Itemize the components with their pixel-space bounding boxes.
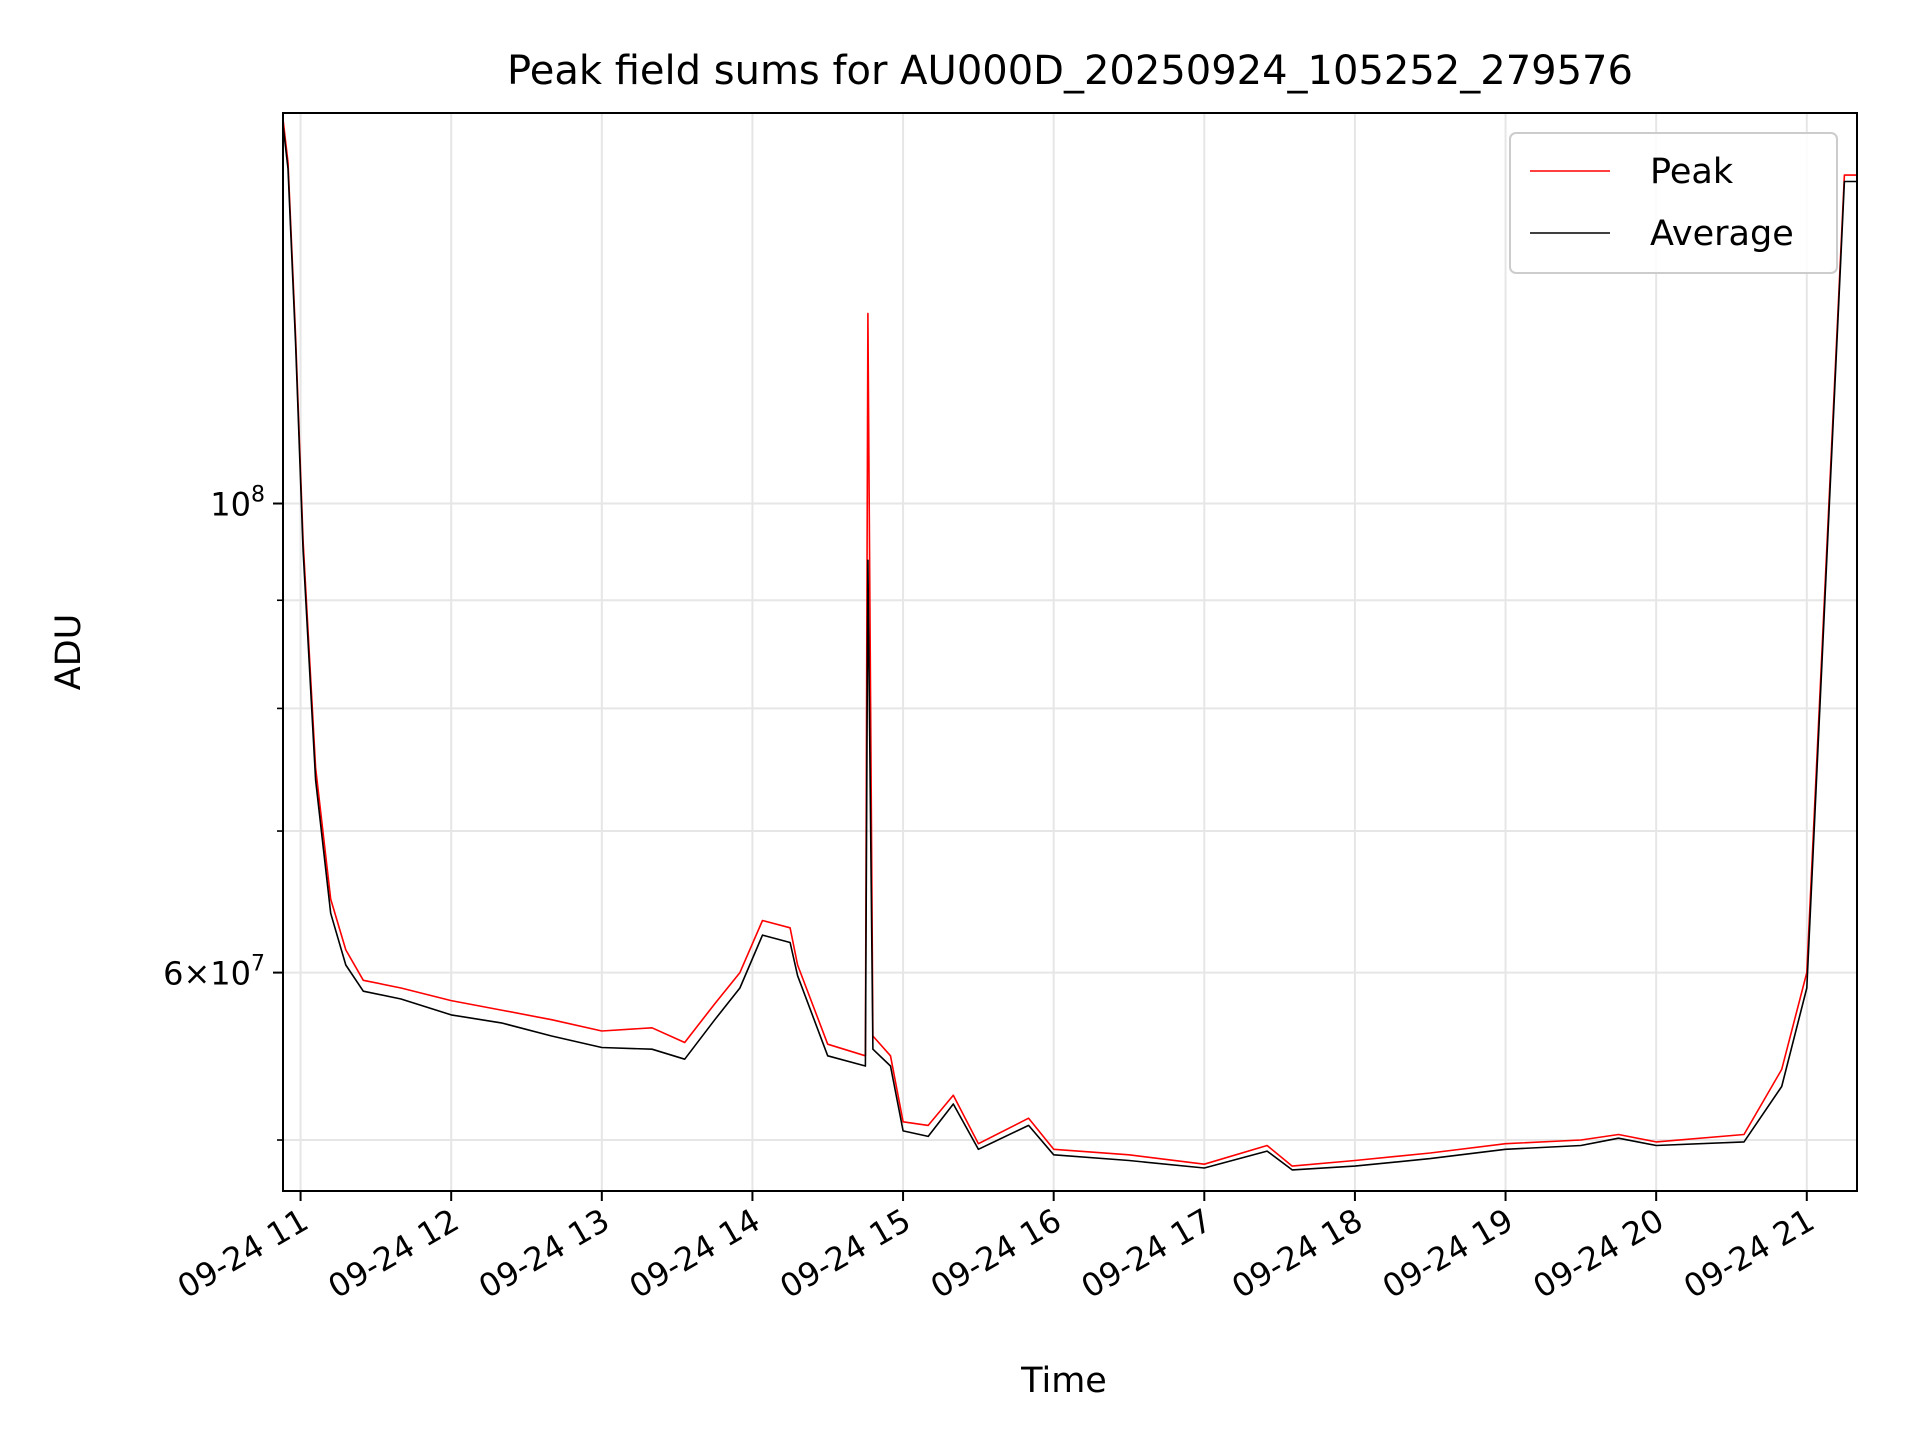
series-line-peak	[282, 118, 1857, 1167]
plot-frame	[282, 112, 1858, 1192]
x-axis-label: Time	[1020, 1361, 1107, 1401]
y-tick-label-base: 6×10	[163, 955, 251, 993]
legend-label: Average	[1650, 214, 1794, 254]
y-axis-label: ADU	[49, 614, 89, 691]
series-layer	[282, 118, 1857, 1171]
y-tick-label: 6×107	[163, 952, 265, 993]
grid-lines	[283, 113, 1857, 1191]
legend: Peak Average	[1509, 132, 1838, 274]
y-tick-label-exponent: 8	[251, 483, 265, 508]
series-line-average	[282, 125, 1857, 1171]
chart-title: Peak field sums for AU000D_20250924_1052…	[507, 48, 1633, 94]
y-tick-label: 108	[210, 483, 265, 524]
y-tick-label-exponent: 7	[251, 952, 265, 977]
legend-box	[1509, 132, 1838, 274]
legend-label: Peak	[1650, 152, 1734, 192]
y-tick-label-base: 10	[210, 486, 251, 524]
